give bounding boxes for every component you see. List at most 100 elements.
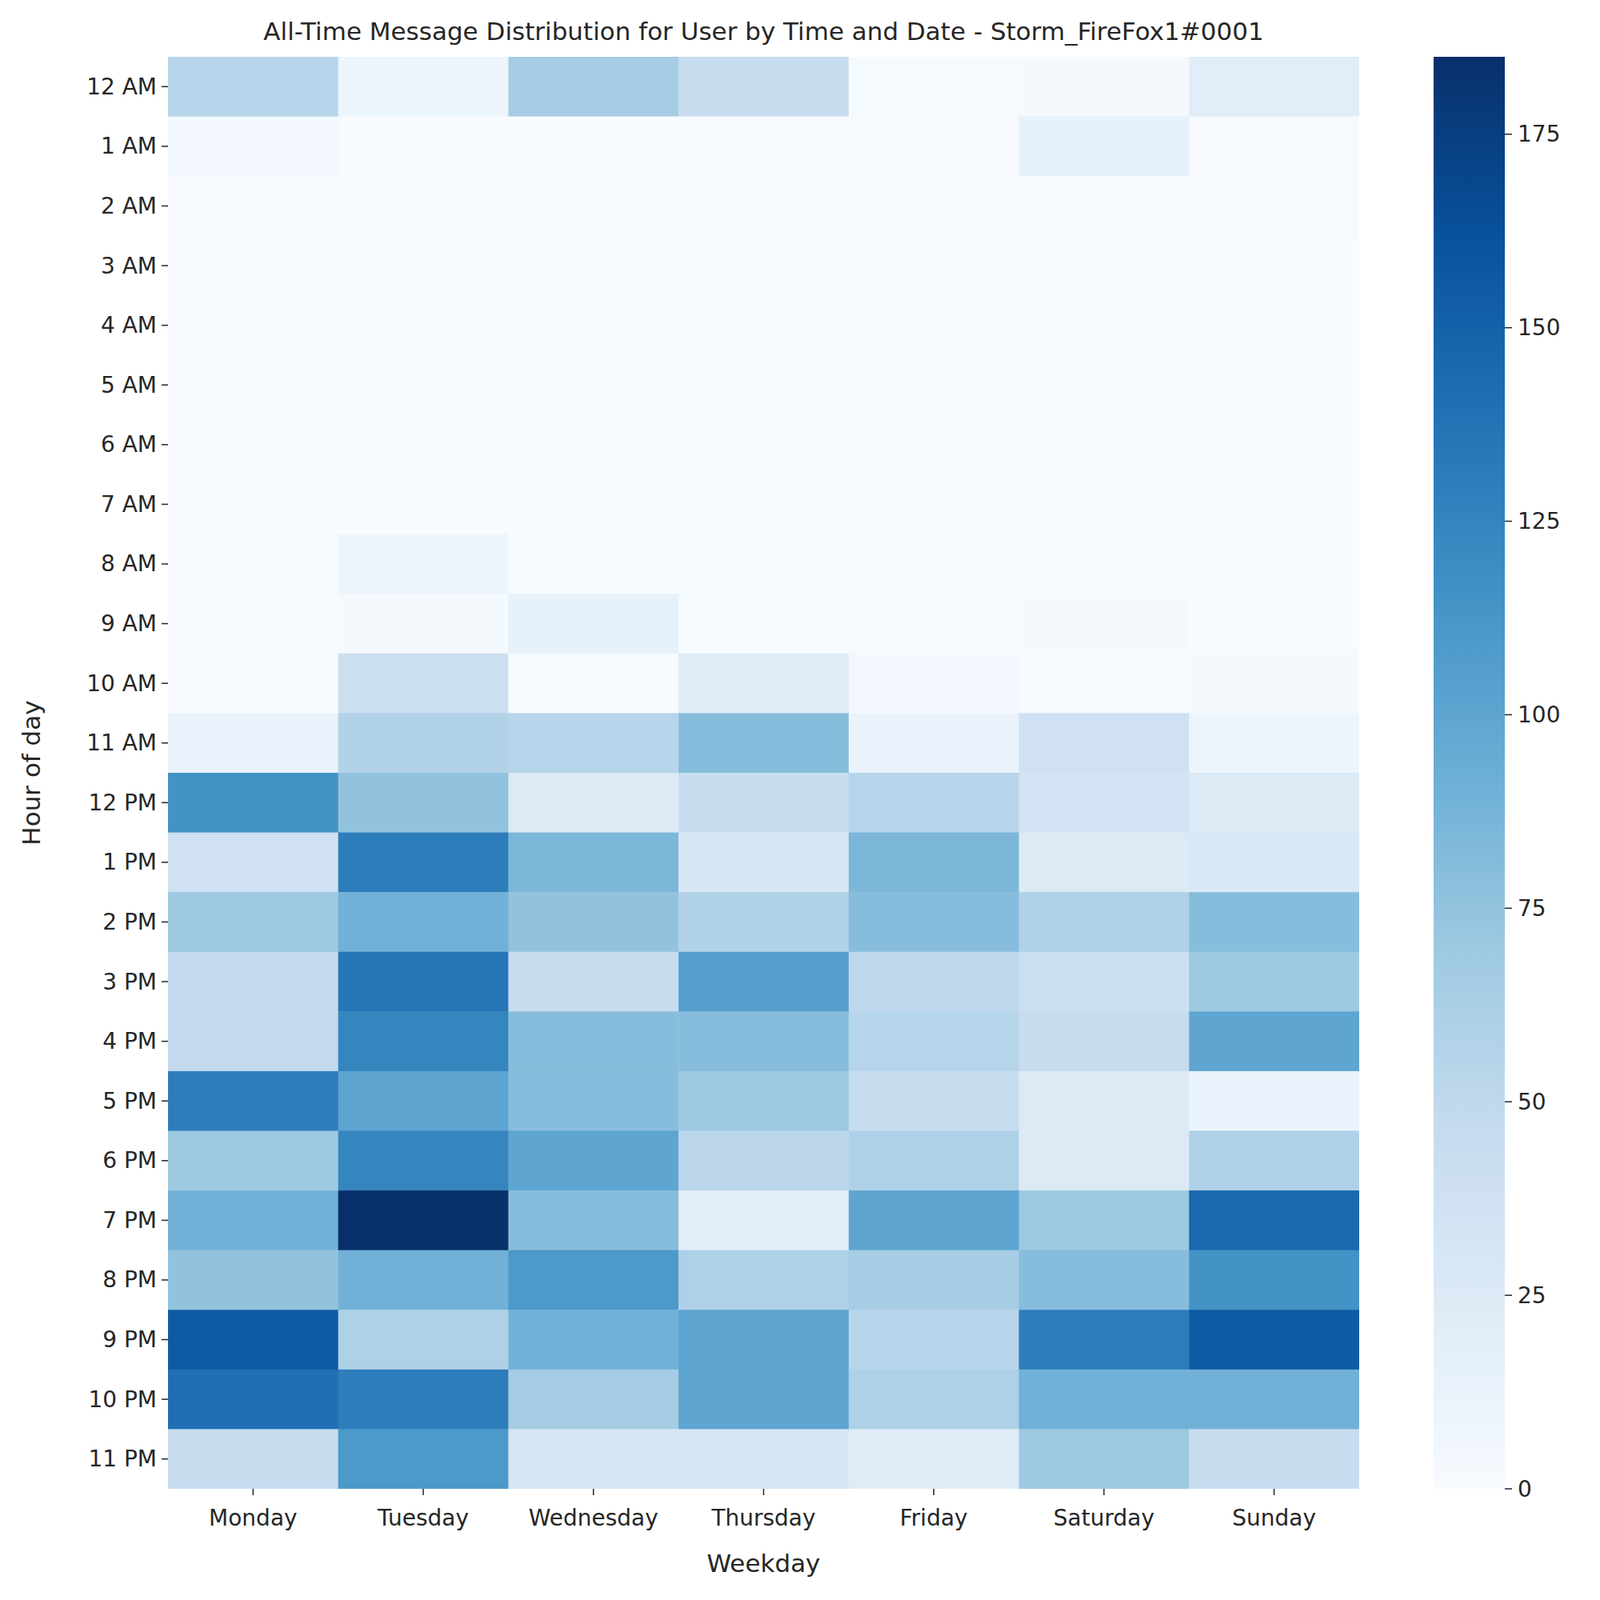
heatmap-cell	[1188, 295, 1360, 356]
heatmap-cell	[168, 1190, 339, 1251]
y-tick-label: 8 PM	[102, 1266, 157, 1293]
x-tick-label: Sunday	[1232, 1504, 1316, 1532]
heatmap-cell	[848, 1309, 1020, 1370]
heatmap-cell	[1019, 1071, 1190, 1132]
heatmap-cell	[1188, 1011, 1360, 1072]
heatmap-cell	[508, 295, 679, 356]
heatmap-cell	[338, 1131, 509, 1192]
heatmap-cell	[338, 474, 509, 535]
heatmap-cell	[338, 1250, 509, 1311]
heatmap-cell	[1188, 1369, 1360, 1430]
x-tick	[252, 1488, 255, 1496]
y-tick	[161, 861, 168, 864]
heatmap-cell	[508, 1190, 679, 1251]
x-tick-label: Monday	[208, 1504, 298, 1532]
heatmap-cell	[678, 176, 849, 236]
colorbar-tick	[1504, 1100, 1512, 1103]
x-tick-label: Thursday	[710, 1504, 816, 1532]
heatmap-cell	[848, 1071, 1020, 1132]
heatmap-cell	[1019, 653, 1190, 714]
heatmap-cell	[1019, 952, 1190, 1012]
heatmap-cell	[1019, 712, 1190, 773]
y-tick	[161, 563, 168, 565]
heatmap-cell	[678, 832, 849, 893]
x-tick	[592, 1488, 595, 1496]
y-tick-label: 5 AM	[100, 372, 157, 399]
heatmap-cell	[1019, 534, 1190, 595]
heatmap-cell	[168, 1250, 339, 1311]
heatmap-cell	[508, 653, 679, 714]
heatmap-cell	[338, 56, 509, 117]
heatmap-cell	[848, 1369, 1020, 1430]
heatmap-cell	[848, 892, 1020, 952]
heatmap-cell	[1188, 1131, 1360, 1192]
heatmap-cell	[168, 1011, 339, 1072]
heatmap-cell	[168, 712, 339, 773]
y-tick-label: 3 AM	[100, 252, 157, 280]
heatmap-cell	[1188, 355, 1360, 416]
heatmap-cell	[1188, 653, 1360, 714]
y-tick-label: 10 PM	[88, 1386, 157, 1413]
heatmap-cell	[508, 1071, 679, 1132]
colorbar-tick	[1504, 908, 1512, 910]
y-tick-label: 6 AM	[100, 431, 157, 458]
heatmap-cell	[1188, 712, 1360, 773]
heatmap-cell	[508, 593, 679, 654]
heatmap-cell	[338, 1011, 509, 1072]
heatmap-cell	[678, 653, 849, 714]
heatmap-cell	[848, 832, 1020, 893]
heatmap-cell	[338, 116, 509, 177]
y-tick	[161, 742, 168, 744]
y-tick-label: 2 AM	[100, 192, 157, 220]
y-tick	[161, 802, 168, 804]
y-tick-label: 11 PM	[88, 1445, 157, 1472]
colorbar-tick	[1504, 714, 1512, 716]
heatmap-cell	[338, 772, 509, 833]
heatmap-cell	[338, 415, 509, 476]
heatmap-cell	[1019, 1309, 1190, 1370]
heatmap-cell	[168, 415, 339, 476]
heatmap-cell	[678, 56, 849, 117]
heatmap-cell	[168, 355, 339, 416]
heatmap-cell	[848, 415, 1020, 476]
heatmap-cell	[1019, 1011, 1190, 1072]
heatmap-cell	[1019, 1190, 1190, 1251]
heatmap-cell	[848, 1190, 1020, 1251]
heatmap-cell	[508, 892, 679, 952]
heatmap-cell	[508, 1309, 679, 1370]
heatmap-cell	[848, 1011, 1020, 1072]
heatmap-cell	[508, 832, 679, 893]
heatmap-cell	[338, 236, 509, 296]
heatmap-cell	[508, 1369, 679, 1430]
colorbar-tick-label: 25	[1517, 1282, 1547, 1309]
colorbar-tick-label: 125	[1517, 508, 1560, 535]
y-axis-label: Hour of day	[16, 700, 46, 845]
heatmap-cell	[168, 772, 339, 833]
heatmap-cell	[1188, 176, 1360, 236]
heatmap-cell	[508, 712, 679, 773]
y-tick-label: 9 PM	[102, 1326, 157, 1353]
heatmap-cell	[338, 1309, 509, 1370]
heatmap-cell	[1019, 295, 1190, 356]
colorbar-tick-label: 175	[1517, 120, 1560, 148]
heatmap-cell	[1188, 593, 1360, 654]
heatmap-cell	[338, 712, 509, 773]
heatmap-cell	[508, 236, 679, 296]
heatmap-cell	[848, 712, 1020, 773]
heatmap-cell	[338, 1071, 509, 1132]
y-tick	[161, 504, 168, 506]
title: All-Time Message Distribution for User b…	[263, 16, 1264, 46]
heatmap-cell	[508, 534, 679, 595]
heatmap-cell	[1188, 832, 1360, 893]
heatmap-cell	[678, 415, 849, 476]
colorbar-tick-label: 50	[1517, 1088, 1547, 1116]
heatmap-cell	[508, 474, 679, 535]
heatmap-cell	[168, 1369, 339, 1430]
heatmap-cell	[1188, 236, 1360, 296]
heatmap-cell	[338, 176, 509, 236]
heatmap-cell	[1019, 832, 1190, 893]
heatmap-cell	[508, 1428, 679, 1489]
heatmap-cell	[168, 176, 339, 236]
colorbar-tick-label: 0	[1517, 1476, 1532, 1503]
y-tick	[161, 384, 168, 386]
